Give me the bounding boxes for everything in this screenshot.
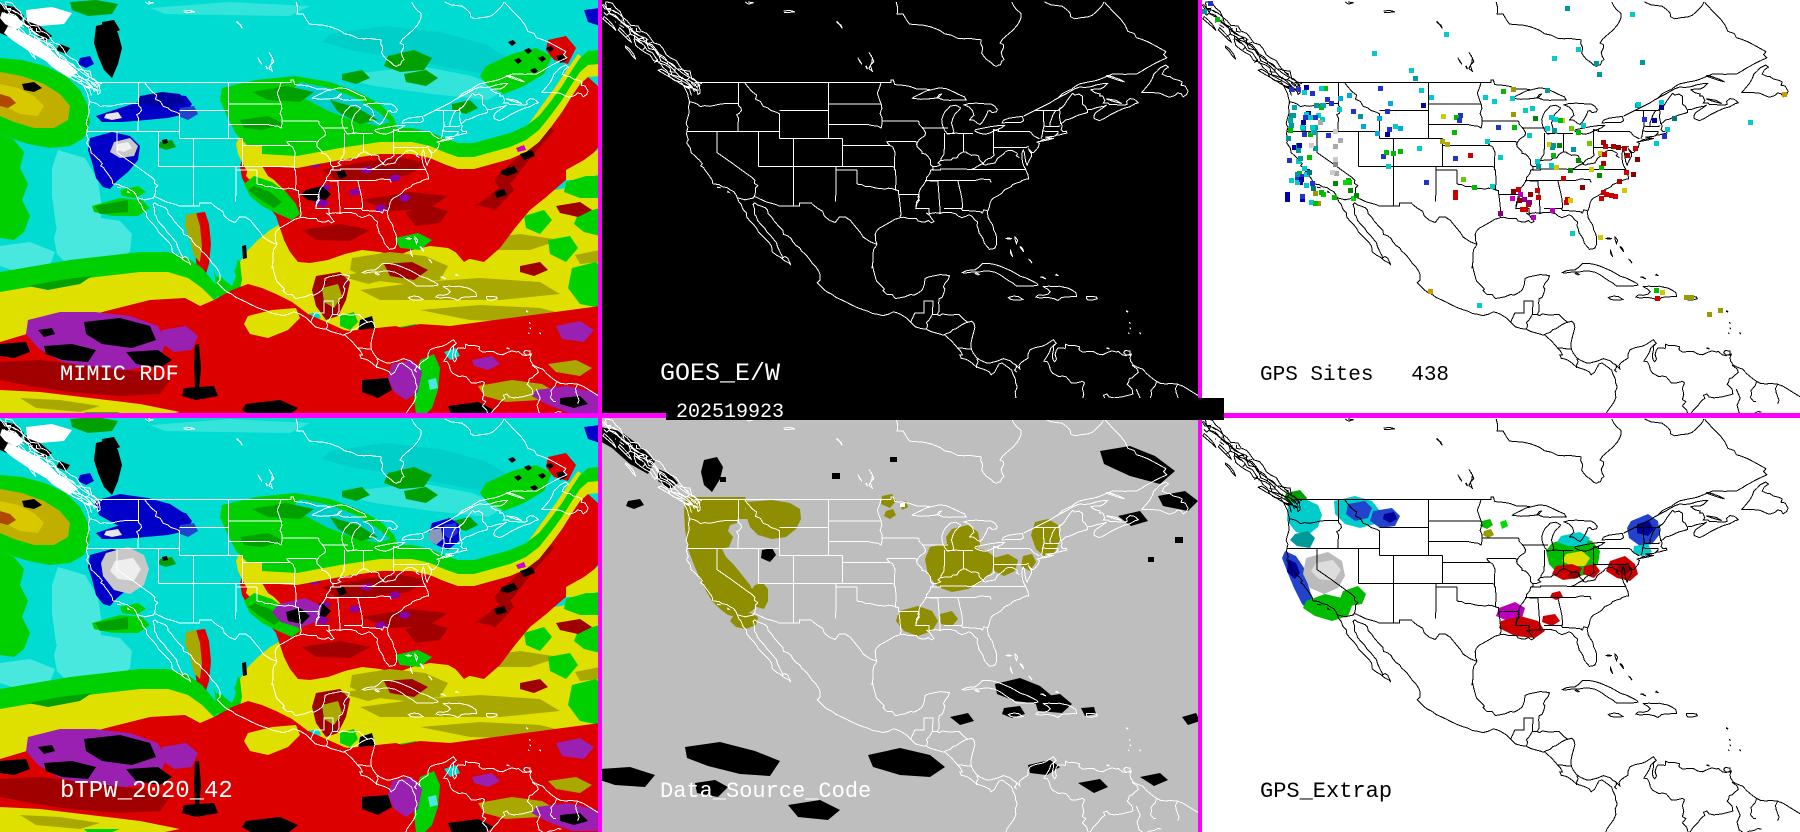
- svg-text:MIMIC RDF: MIMIC RDF: [60, 362, 179, 387]
- svg-text:202519923: 202519923: [676, 401, 784, 424]
- svg-text:GPS_Extrap: GPS_Extrap: [1260, 779, 1392, 804]
- svg-text:bTPW_2020_42: bTPW_2020_42: [60, 778, 233, 805]
- svg-text:GOES_E/W: GOES_E/W: [660, 359, 780, 388]
- svg-text:Data_Source_Code: Data_Source_Code: [660, 779, 871, 804]
- svg-text:GPS Sites 438: GPS Sites 438: [1260, 364, 1449, 387]
